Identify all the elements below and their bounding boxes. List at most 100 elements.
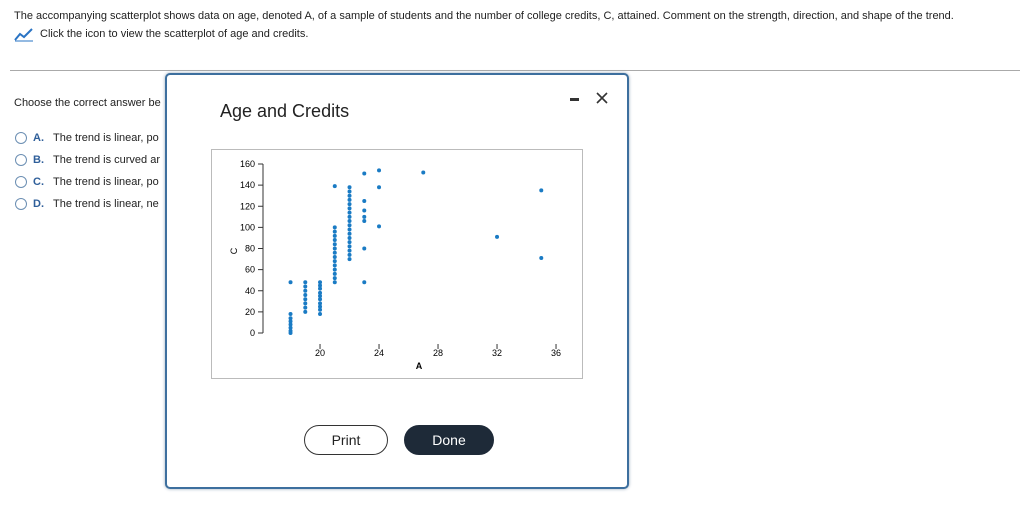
x-tick-label: 20 [315,348,325,358]
y-tick-label: 80 [245,244,255,254]
x-tick-label: 24 [374,348,384,358]
point [362,280,367,285]
point [303,309,308,314]
divider [10,70,1020,71]
point [318,297,323,302]
point [347,193,352,198]
point [288,311,293,316]
point [347,252,352,257]
point [347,202,352,207]
y-tick-label: 160 [240,159,255,169]
point [362,208,367,213]
point [362,214,367,219]
point [332,242,337,247]
icon-link[interactable]: Click the icon to view the scatterplot o… [40,28,309,40]
point [288,280,293,285]
point [332,254,337,259]
point [539,256,544,261]
point [332,229,337,234]
point [303,301,308,306]
y-tick-label: 120 [240,201,255,211]
y-tick-label: 60 [245,265,255,275]
point [288,319,293,324]
chart-icon[interactable] [14,26,34,42]
x-tick-label: 28 [433,348,443,358]
instruction: Choose the correct answer be [14,97,161,109]
point [347,227,352,232]
point [288,316,293,321]
point [347,206,352,211]
point [539,188,544,193]
point [332,238,337,243]
point [332,225,337,230]
point [303,280,308,285]
point [332,184,337,189]
option-text[interactable]: The trend is linear, po [53,132,159,144]
print-button[interactable]: Print [304,425,388,455]
point [332,246,337,251]
point [318,301,323,306]
radio-button[interactable] [15,198,27,210]
y-tick-label: 40 [245,286,255,296]
point [362,246,367,251]
y-tick-label: 20 [245,307,255,317]
window-controls[interactable] [567,90,613,108]
point [332,271,337,276]
point [347,223,352,228]
point [362,219,367,224]
point [288,328,293,333]
dialog-title: Age and Credits [220,101,350,121]
point [318,294,323,299]
option-letter[interactable]: D. [33,198,44,210]
option-letter[interactable]: B. [33,154,44,166]
point [362,198,367,203]
point [288,322,293,327]
point [332,267,337,272]
point [303,288,308,293]
x-tick-label: 36 [551,348,561,358]
point [347,240,352,245]
point [303,305,308,310]
point [347,189,352,194]
option-text[interactable]: The trend is linear, ne [53,198,159,210]
point [347,214,352,219]
point [318,304,323,309]
scatterplot: A C 0 20 40 60 80 100 120 140 160 20 24 28 32 36 [211,149,583,379]
radio-button[interactable] [15,154,27,166]
x-tick-label: 32 [492,348,502,358]
option-text[interactable]: The trend is linear, po [53,176,159,188]
point [495,234,500,239]
radio-button[interactable] [15,132,27,144]
point [332,259,337,264]
radio-button[interactable] [15,176,27,188]
y-tick-label: 140 [240,180,255,190]
dialog: Age and Credits A C 0 20 40 60 80 100 120 140 16… [165,73,629,489]
point [347,244,352,249]
point [347,219,352,224]
point [332,280,337,285]
point [347,248,352,253]
point [332,263,337,268]
point [303,297,308,302]
y-axis-label: C [229,247,239,254]
option-text[interactable]: The trend is curved ar [53,154,160,166]
point [318,286,323,291]
point [347,231,352,236]
point [362,171,367,176]
option-letter[interactable]: C. [33,176,44,188]
point [377,185,382,190]
point [421,170,426,175]
y-tick-label: 100 [240,222,255,232]
point [303,284,308,289]
point [347,235,352,240]
point [347,197,352,202]
option-letter[interactable]: A. [33,132,44,144]
point [347,210,352,215]
point [332,250,337,255]
point [332,233,337,238]
point [288,325,293,330]
done-button[interactable]: Done [404,425,494,455]
point [377,168,382,173]
prompt: The accompanying scatterplot shows data … [14,10,954,22]
